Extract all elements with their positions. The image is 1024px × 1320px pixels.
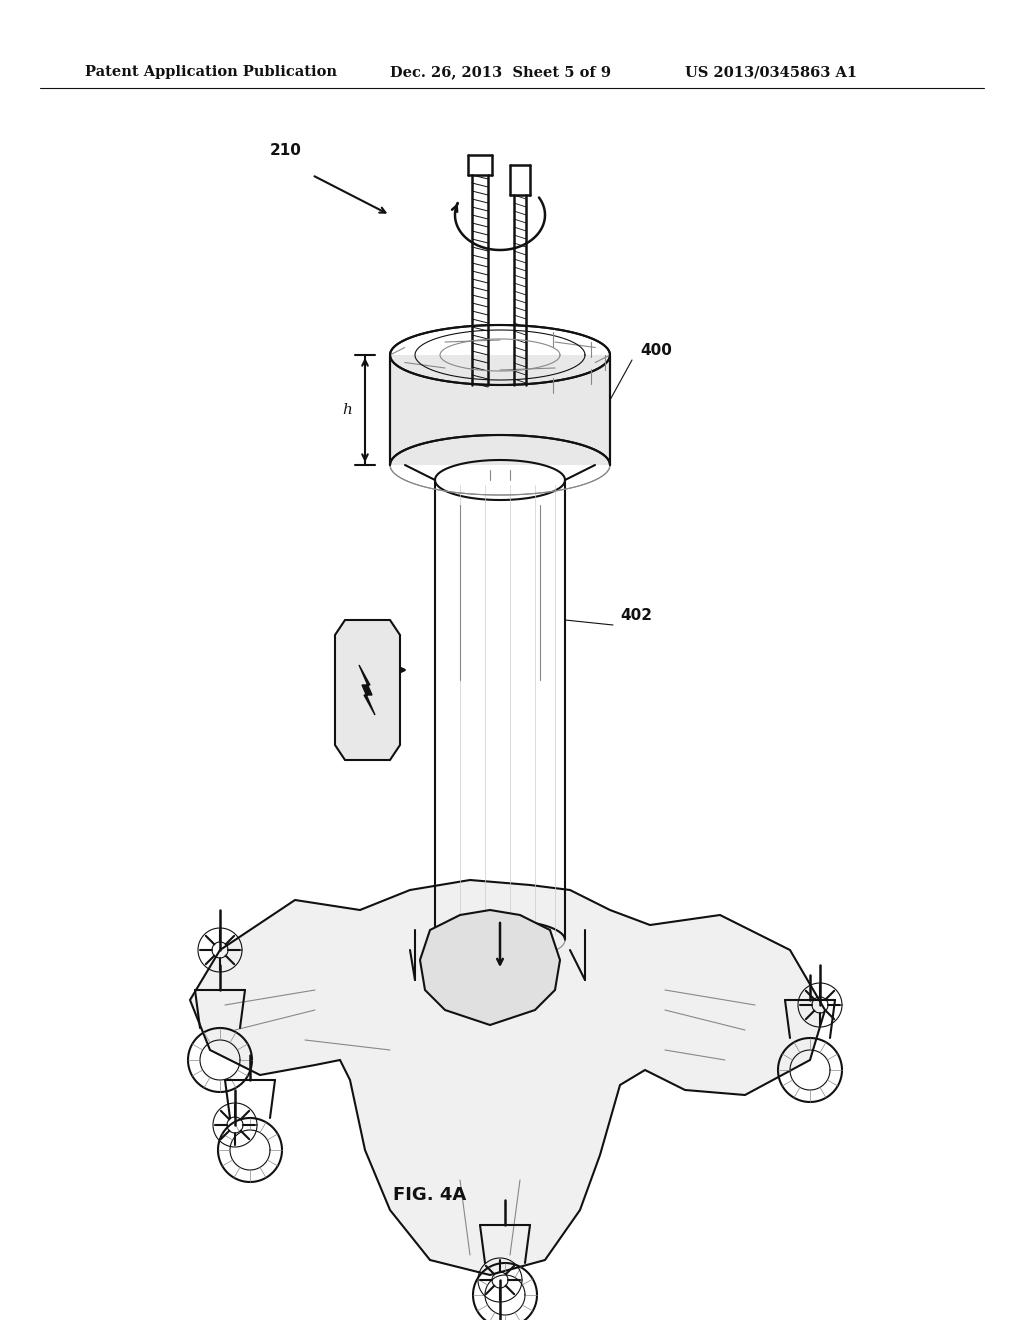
Text: 210: 210 [270, 143, 302, 158]
Polygon shape [359, 665, 375, 715]
Text: Dec. 26, 2013  Sheet 5 of 9: Dec. 26, 2013 Sheet 5 of 9 [390, 65, 611, 79]
Polygon shape [190, 880, 825, 1275]
Text: US 2013/0345863 A1: US 2013/0345863 A1 [685, 65, 857, 79]
Text: 402: 402 [620, 609, 652, 623]
Polygon shape [420, 909, 560, 1026]
Text: 400: 400 [640, 343, 672, 358]
Text: h: h [342, 403, 352, 417]
Polygon shape [390, 355, 610, 465]
Text: Patent Application Publication: Patent Application Publication [85, 65, 337, 79]
Polygon shape [335, 620, 400, 760]
Text: FIG. 4A: FIG. 4A [393, 1185, 467, 1204]
